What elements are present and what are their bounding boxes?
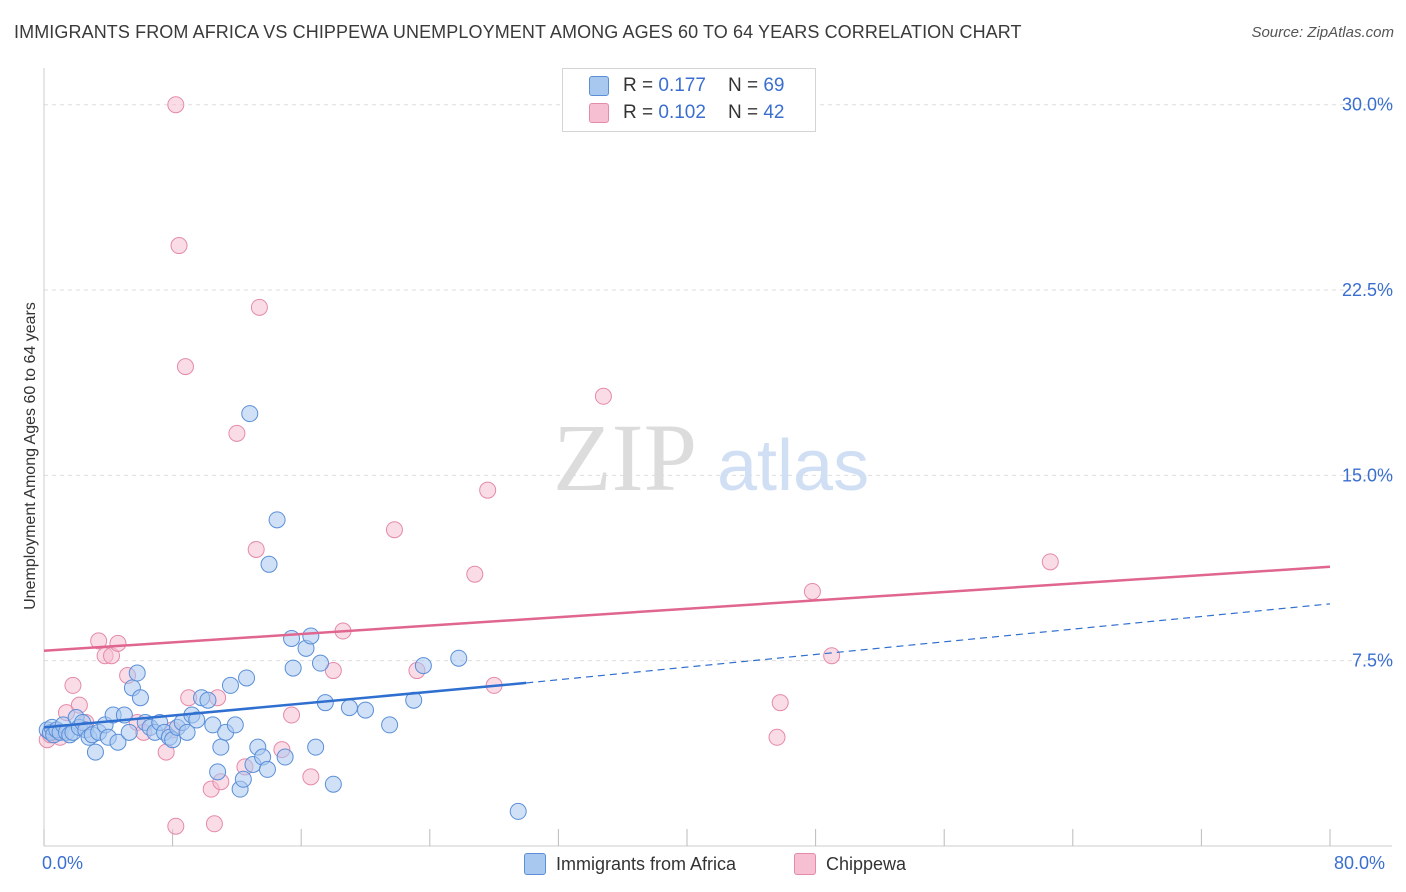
chippewa-trend-line (43, 565, 1331, 653)
x-tick-label-max: 80.0% (1334, 853, 1386, 873)
africa-point (284, 659, 302, 677)
africa-point (199, 691, 217, 709)
africa-point (307, 738, 325, 756)
bottom-legend-swatch-africa (524, 853, 546, 875)
legend-r-value-africa: 0.177 (658, 75, 706, 96)
bottom-legend-label-africa: Immigrants from Africa (556, 853, 737, 874)
bottom-legend-africa[interactable]: Immigrants from Africa (524, 852, 736, 876)
bottom-legend-label-chippewa: Chippewa (826, 853, 907, 874)
y-tick-labels: 7.5% 15.0% 22.5% 30.0% (1342, 95, 1393, 671)
legend-n-value-africa: 69 (763, 75, 785, 96)
africa-point (86, 743, 104, 761)
chippewa-point (1041, 553, 1059, 571)
y-tick-label: 7.5% (1352, 651, 1393, 671)
africa-point (324, 775, 342, 793)
chippewa-point (385, 521, 403, 539)
legend-n-value-chippewa: 42 (763, 102, 785, 123)
chippewa-point (247, 540, 265, 558)
africa-point (241, 405, 259, 423)
watermark-zip: ZIP (553, 404, 697, 511)
chippewa-point (302, 768, 320, 786)
chippewa-point (250, 298, 268, 316)
africa-point (357, 701, 374, 719)
correlation-legend: R = 0.177 N = 69 R = 0.102 N = 42 (562, 68, 816, 132)
africa-point (178, 723, 196, 741)
africa-point (131, 689, 149, 707)
bottom-legend-swatch-chippewa (794, 853, 816, 875)
chippewa-point (167, 817, 185, 835)
africa-point (238, 669, 256, 687)
chippewa-point (768, 728, 786, 746)
africa-point (311, 654, 329, 672)
axes (43, 68, 1392, 847)
africa-point (260, 555, 278, 573)
africa-point (283, 629, 301, 647)
africa-point (268, 511, 286, 529)
africa-point (120, 723, 138, 741)
chippewa-point (64, 676, 82, 694)
africa-point (188, 711, 206, 729)
africa-point (109, 733, 127, 751)
africa-point (340, 699, 358, 717)
y-tick-label: 15.0% (1342, 465, 1393, 485)
africa-point (209, 763, 227, 781)
chippewa-point (771, 694, 789, 712)
africa-point (302, 627, 320, 645)
trend-lines (43, 565, 1331, 729)
chippewa-point (283, 706, 301, 724)
africa-point (204, 716, 222, 734)
chippewa-point (823, 647, 841, 665)
legend-r-value-chippewa: 0.102 (658, 102, 706, 123)
chippewa-point (167, 96, 185, 114)
chippewa-point (466, 565, 484, 583)
africa-point (414, 657, 432, 675)
africa-point (450, 649, 468, 667)
africa-point (128, 664, 146, 682)
grid-lines (44, 104, 1392, 662)
africa-points (38, 405, 527, 820)
legend-swatch-africa (589, 76, 609, 96)
chippewa-point (803, 582, 821, 600)
chippewa-point (109, 634, 127, 652)
chippewa-point (170, 237, 188, 255)
y-tick-label: 30.0% (1342, 95, 1393, 115)
bottom-legend-chippewa[interactable]: Chippewa (794, 852, 906, 876)
chippewa-point (594, 387, 612, 405)
chart-title: IMMIGRANTS FROM AFRICA VS CHIPPEWA UNEMP… (14, 22, 1022, 42)
legend-r-label: R = (623, 102, 654, 123)
legend-row-chippewa: R = 0.102 N = 42 (589, 102, 784, 124)
watermark: ZIP atlas (553, 404, 869, 511)
chippewa-point (90, 632, 108, 650)
legend-r-label: R = (623, 75, 654, 96)
africa-point (509, 802, 527, 820)
africa-point (258, 760, 276, 778)
legend-n-label: N = (727, 102, 759, 123)
chippewa-point (205, 815, 223, 833)
x-tick-label-min: 0.0% (42, 853, 84, 873)
watermark-atlas: atlas (717, 426, 869, 506)
africa-point (276, 748, 294, 766)
africa-trend-line (43, 681, 527, 729)
africa-point (221, 676, 239, 694)
africa-point (234, 770, 252, 788)
chippewa-point (479, 481, 497, 499)
legend-n-label: N = (727, 75, 759, 96)
y-tick-label: 22.5% (1342, 280, 1393, 300)
africa-point (226, 716, 244, 734)
chippewa-point (228, 424, 246, 442)
legend-swatch-chippewa (589, 103, 609, 123)
source-label: Source: ZipAtlas.com (1251, 24, 1394, 41)
africa-trend-line-extension (526, 603, 1331, 684)
chippewa-point (324, 662, 342, 680)
africa-point (212, 738, 230, 756)
chippewa-point (176, 358, 194, 376)
legend-row-africa: R = 0.177 N = 69 (589, 75, 784, 97)
africa-point (381, 716, 399, 734)
